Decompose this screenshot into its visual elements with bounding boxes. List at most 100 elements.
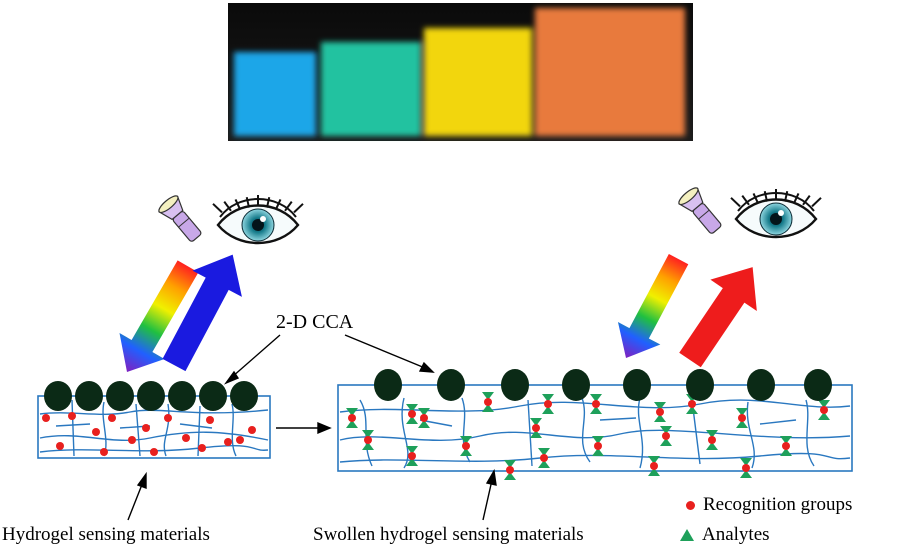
- cca-pointer-right-head: [418, 361, 435, 373]
- bound-analyte: [482, 392, 494, 412]
- analyte-triangle: [406, 458, 418, 466]
- cca-particle: [106, 381, 134, 411]
- network-strand: [231, 403, 237, 457]
- eyelash: [266, 196, 271, 208]
- bound-analyte: [362, 430, 374, 450]
- bound-analyte: [736, 408, 748, 428]
- analyte-triangle: [818, 400, 830, 408]
- flashlight-icon: [158, 195, 202, 242]
- cca-pointer-left-head: [223, 370, 240, 385]
- recognition-group: [150, 448, 158, 456]
- reflected-blue-arrow: [162, 254, 242, 372]
- analyte-triangle: [592, 448, 604, 456]
- flashlight-band: [698, 209, 710, 220]
- analyte-triangle: [590, 406, 602, 414]
- analyte-triangle: [740, 470, 752, 478]
- eyelash: [245, 196, 250, 208]
- recognition-group: [198, 444, 206, 452]
- network-strand: [39, 445, 269, 453]
- cca-particle: [168, 381, 196, 411]
- hydrogel-left-recognition-groups: [42, 412, 256, 456]
- cca-particle: [562, 369, 590, 401]
- eyelash: [802, 195, 811, 206]
- reflected-red-arrow: [679, 267, 757, 368]
- bound-analyte: [780, 436, 792, 456]
- eyelash: [784, 190, 789, 202]
- recognition-group: [68, 412, 76, 420]
- eye-icon: [212, 195, 304, 245]
- network-strand: [401, 397, 409, 469]
- analyte-triangle-icon: [680, 529, 694, 541]
- analyte-triangle: [818, 412, 830, 420]
- analyte-triangle: [460, 436, 472, 444]
- swollen-pointer-head: [485, 468, 497, 486]
- analyte-triangle: [542, 406, 554, 414]
- hydrogel-right: [337, 369, 853, 480]
- analyte-triangle: [686, 406, 698, 414]
- recognition-group: [100, 448, 108, 456]
- analyte-triangle: [660, 426, 672, 434]
- analyte-triangle: [654, 414, 666, 422]
- eyelash: [752, 192, 759, 204]
- network-strand: [599, 417, 637, 421]
- analyte-triangle: [538, 460, 550, 468]
- recognition-group: [408, 452, 416, 460]
- flashlight-icon: [678, 187, 722, 234]
- bound-analyte: [406, 446, 418, 466]
- network-strand: [71, 399, 75, 457]
- flashlight-lens: [158, 195, 179, 214]
- cca-particle: [437, 369, 465, 401]
- network-strand: [759, 419, 797, 425]
- eye-highlight: [778, 210, 784, 216]
- cca-particle: [804, 369, 832, 401]
- swollen-hydrogel-label: Swollen hydrogel sensing materials: [313, 524, 584, 545]
- hydrogel-label: Hydrogel sensing materials: [2, 524, 210, 545]
- analyte-triangle: [530, 418, 542, 426]
- network-strand: [179, 423, 213, 429]
- recognition-group: [738, 414, 746, 422]
- network-strand: [581, 397, 591, 463]
- cca-pointer-left: [231, 334, 281, 378]
- recognition-group: [248, 426, 256, 434]
- hydrogel-pointer-head: [136, 471, 147, 490]
- eye-highlight: [260, 216, 266, 222]
- eyelash: [275, 198, 282, 210]
- hydrogel-right-bound-analytes: [346, 392, 830, 480]
- recognition-group: [224, 438, 232, 446]
- recognition-group: [782, 442, 790, 450]
- recognition-group: [650, 462, 658, 470]
- analyte-triangle: [648, 456, 660, 464]
- network-strand: [746, 401, 755, 469]
- analyte-triangle: [660, 438, 672, 446]
- recognition-group: [420, 414, 428, 422]
- eyelash: [793, 192, 800, 204]
- analyte-triangle: [406, 416, 418, 424]
- recognition-group: [532, 424, 540, 432]
- analyte-triangle: [706, 442, 718, 450]
- network-strand: [805, 399, 815, 467]
- recognition-group: [408, 410, 416, 418]
- photo-swatch: [234, 52, 316, 136]
- bound-analyte: [460, 436, 472, 456]
- eyelash: [284, 201, 293, 212]
- recognition-group: [108, 414, 116, 422]
- eyelash: [763, 190, 768, 202]
- hydrogel-left-network: [39, 399, 269, 457]
- recognition-dot-icon: [686, 500, 695, 510]
- bound-analyte: [818, 400, 830, 420]
- analyte-triangle: [482, 392, 494, 400]
- recognition-group: [92, 428, 100, 436]
- recognition-group: [688, 400, 696, 408]
- analyte-triangle: [740, 458, 752, 466]
- analyte-triangle: [482, 404, 494, 412]
- flashlight-lens: [678, 187, 699, 206]
- analyte-triangle: [736, 420, 748, 428]
- light-arrows-right: [617, 253, 757, 368]
- eyelash: [212, 203, 223, 214]
- analyte-triangle: [648, 468, 660, 476]
- analyte-triangle: [460, 448, 472, 456]
- analyte-triangle: [346, 420, 358, 428]
- sample-photo: [228, 3, 693, 141]
- network-strand: [637, 397, 644, 469]
- recognition-group: [206, 416, 214, 424]
